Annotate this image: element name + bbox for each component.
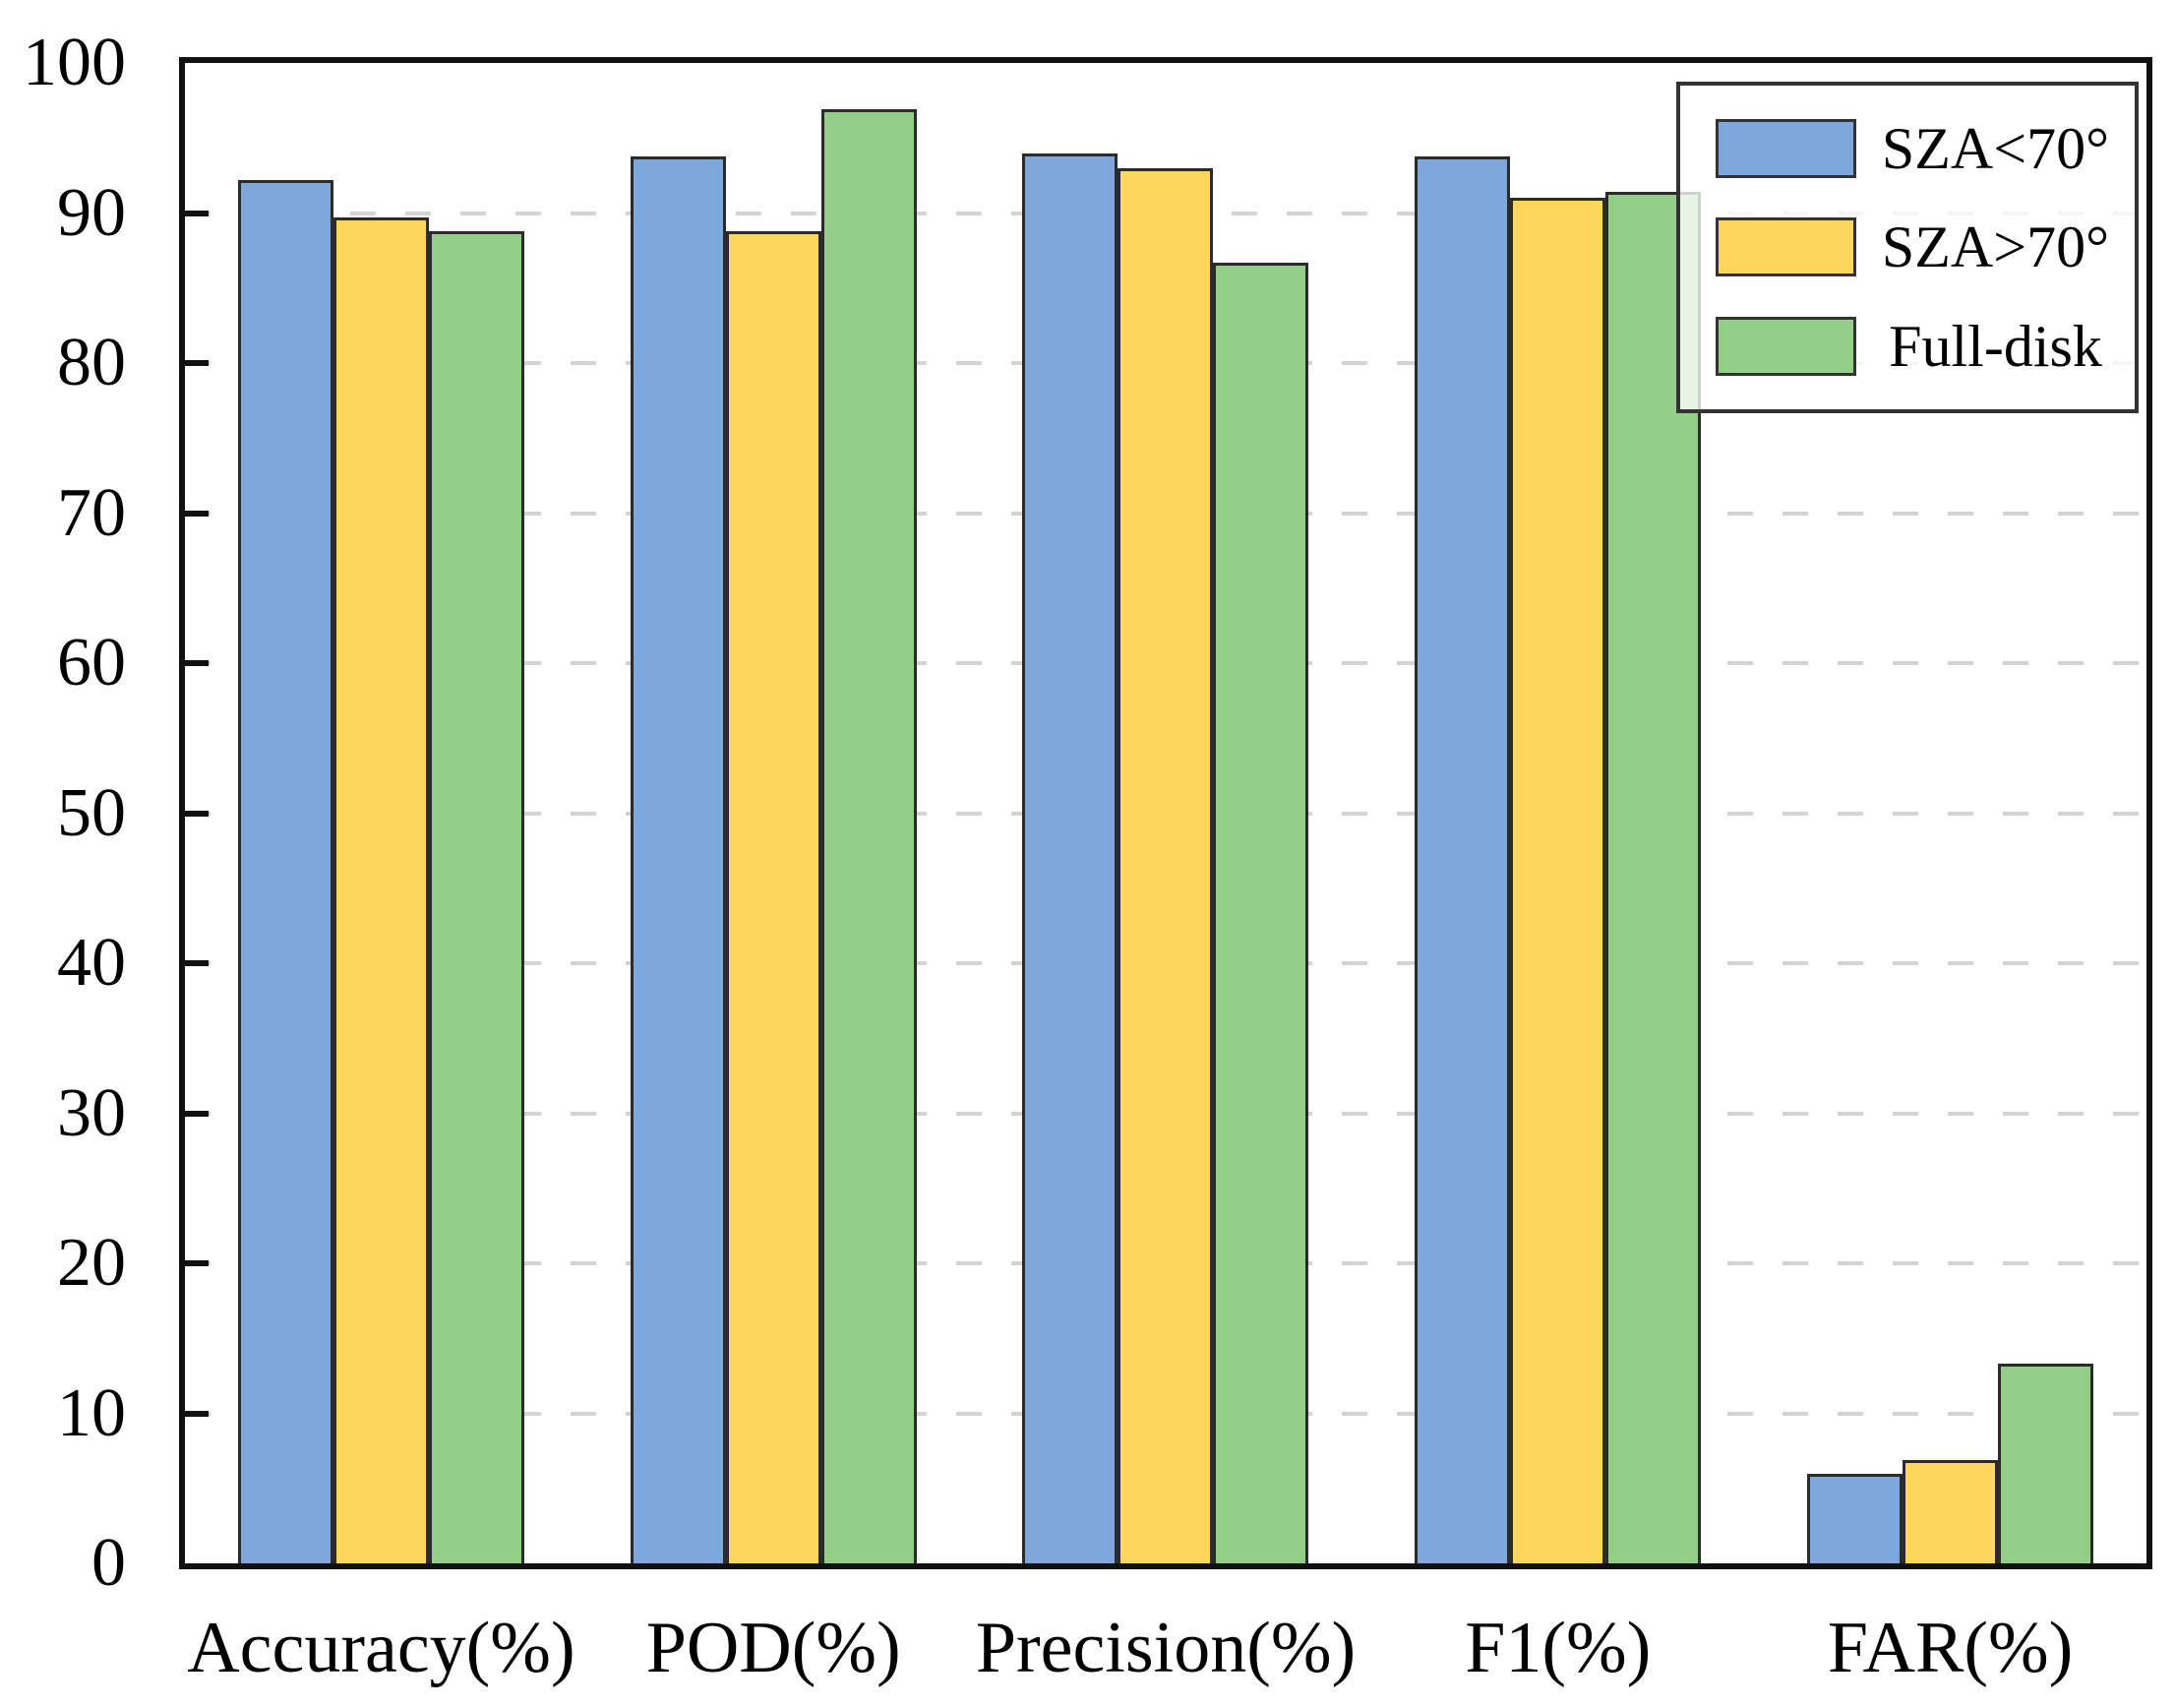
plot-area: SZA<70° SZA>70° Full-disk — [179, 57, 2152, 1569]
y-tick-60 — [185, 660, 209, 666]
x-axis-label-accuracy: Accuracy(%) — [187, 1608, 575, 1688]
bar-sza-70-f1 — [1415, 155, 1511, 1563]
y-tick-label-100: 100 — [23, 25, 126, 100]
bar-sza-70-accuracy — [332, 217, 429, 1563]
y-tick-label-30: 30 — [57, 1074, 126, 1151]
legend-label-full-disk: Full-disk — [1889, 313, 2102, 379]
bar-sza-70-pod — [630, 155, 726, 1563]
legend-swatch-full-disk — [1716, 316, 1856, 376]
bar-full-disk-pod — [820, 109, 917, 1563]
legend-label-sza-lt-70: SZA<70° — [1881, 116, 2110, 182]
bar-sza-70-far — [1903, 1459, 1999, 1563]
y-tick-label-60: 60 — [57, 625, 126, 701]
bar-sza-70-f1 — [1510, 198, 1606, 1563]
y-tick-30 — [185, 1110, 209, 1117]
bar-sza-70-precision — [1118, 167, 1214, 1563]
bar-full-disk-f1 — [1605, 192, 1702, 1563]
y-tick-70 — [185, 510, 209, 517]
y-tick-40 — [185, 960, 209, 966]
y-tick-label-80: 80 — [57, 325, 126, 400]
y-tick-90 — [185, 210, 209, 216]
legend-item-full-disk: Full-disk — [1680, 315, 2135, 378]
y-tick-10 — [185, 1410, 209, 1417]
bar-full-disk-precision — [1213, 262, 1309, 1563]
x-axis-label-far: FAR(%) — [1827, 1608, 2074, 1688]
legend-item-sza-lt-70: SZA<70° — [1680, 117, 2135, 180]
y-tick-50 — [185, 810, 209, 817]
legend-swatch-sza-lt-70 — [1716, 119, 1856, 179]
bar-sza-70-precision — [1022, 152, 1118, 1563]
y-tick-label-70: 70 — [57, 474, 126, 551]
x-axis-label-precision: Precision(%) — [975, 1608, 1357, 1688]
bar-full-disk-accuracy — [428, 230, 524, 1563]
y-tick-label-20: 20 — [57, 1225, 126, 1301]
y-tick-20 — [185, 1260, 209, 1266]
y-tick-label-0: 0 — [91, 1525, 126, 1601]
y-tick-label-90: 90 — [57, 174, 126, 251]
y-tick-label-50: 50 — [57, 774, 126, 851]
bar-sza-70-far — [1807, 1473, 1903, 1563]
bar-group-f1 — [1361, 63, 1754, 1563]
legend-item-sza-gt-70: SZA>70° — [1680, 215, 2135, 278]
bar-groups — [185, 63, 2146, 1563]
bar-sza-70-pod — [725, 230, 821, 1563]
legend: SZA<70° SZA>70° Full-disk — [1676, 82, 2139, 413]
bar-full-disk-far — [1998, 1364, 2094, 1563]
x-axis-label-pod: POD(%) — [645, 1608, 901, 1688]
y-tick-80 — [185, 360, 209, 366]
legend-swatch-sza-gt-70 — [1716, 217, 1856, 277]
y-tick-label-10: 10 — [57, 1374, 126, 1451]
bar-sza-70-accuracy — [237, 179, 333, 1563]
legend-label-sza-gt-70: SZA>70° — [1881, 214, 2110, 280]
x-axis-label-f1: F1(%) — [1465, 1608, 1652, 1688]
bar-group-precision — [970, 63, 1362, 1563]
bar-group-accuracy — [185, 63, 577, 1563]
y-tick-label-40: 40 — [57, 925, 126, 1001]
bar-group-far — [1754, 63, 2146, 1563]
bar-group-pod — [577, 63, 970, 1563]
